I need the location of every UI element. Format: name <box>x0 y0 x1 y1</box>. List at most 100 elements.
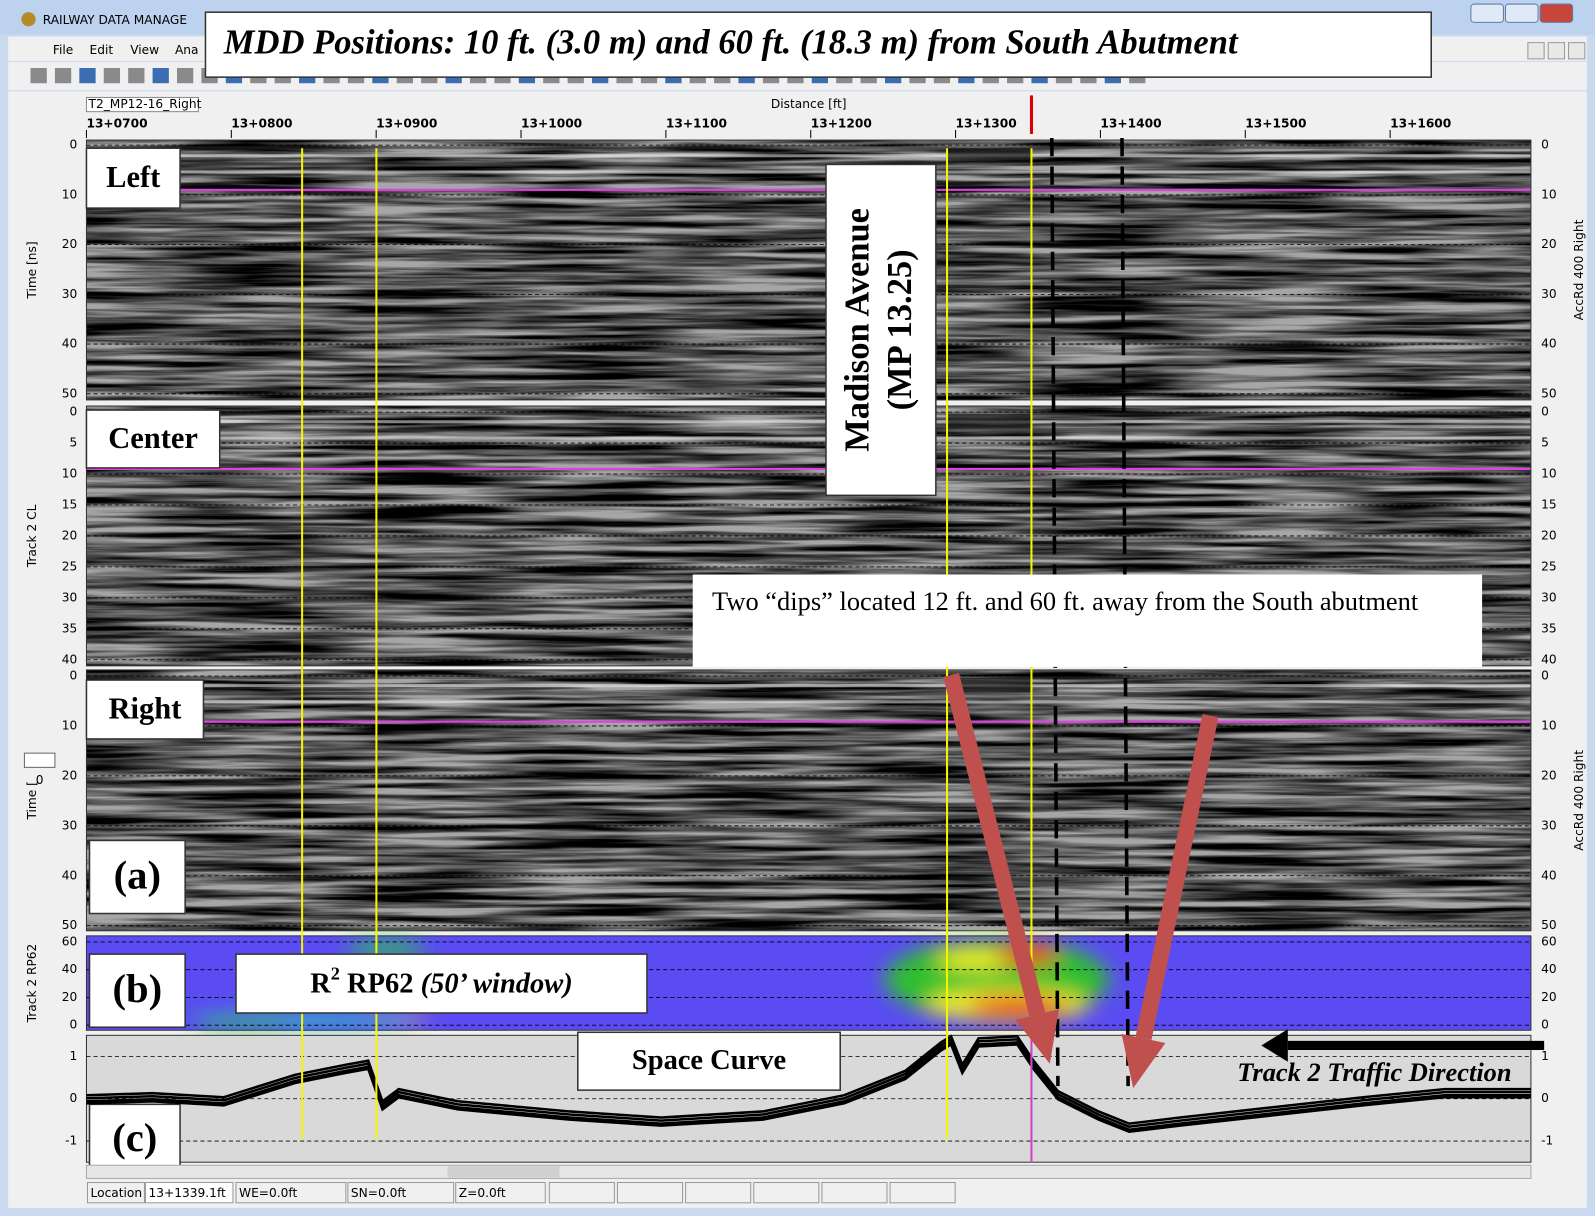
x-axis-title: Distance [ft] <box>771 97 847 111</box>
toolbar-button[interactable] <box>79 68 95 83</box>
station-label: 13+0700 <box>86 116 147 130</box>
panel-tag: Center <box>108 421 198 455</box>
scrollbar[interactable] <box>86 1165 1530 1178</box>
space-curve-label: Space Curve <box>632 1045 786 1076</box>
menu-item[interactable]: Ana <box>175 43 199 57</box>
y-tick-label: 20 <box>62 768 78 782</box>
toolbar-button[interactable] <box>153 68 169 83</box>
bridge-reflection <box>948 148 1031 162</box>
y-tick-label: 25 <box>62 559 78 573</box>
y-tick-label: 0 <box>70 405 78 419</box>
y-tick-label: 35 <box>62 621 78 635</box>
y-tick-label-right: 30 <box>1541 287 1557 301</box>
r2-part: R <box>310 968 331 999</box>
station-label: 13+0800 <box>231 116 292 130</box>
y-tick-label-right: 5 <box>1541 436 1549 450</box>
menu-item[interactable]: Edit <box>90 43 114 57</box>
r2-part: RP62 <box>340 968 421 999</box>
window-button[interactable] <box>1505 4 1538 22</box>
y-tick-label-right: 0 <box>1541 1018 1549 1032</box>
y-tick-label-right: -1 <box>1541 1134 1553 1148</box>
heatmap-blob <box>193 1018 295 1028</box>
status-field-empty <box>686 1183 751 1203</box>
y-tick-label: 50 <box>62 918 78 932</box>
y-tick-label-right: 40 <box>1541 652 1557 666</box>
mdi-button[interactable] <box>1528 43 1544 59</box>
y-tick-label-right: 25 <box>1541 559 1557 573</box>
y-tick-label: 30 <box>62 287 78 301</box>
y-tick-label: 1 <box>70 1049 78 1063</box>
status-field-empty <box>754 1183 819 1203</box>
scroll-thumb[interactable] <box>448 1166 560 1177</box>
y-tick-label: 0 <box>70 1091 78 1105</box>
station-label: 13+1100 <box>666 116 727 130</box>
panel-tag: (c) <box>112 1115 157 1160</box>
status-field-empty <box>822 1183 887 1203</box>
status-text: WE=0.0ft <box>239 1186 297 1200</box>
y-tick-label: 10 <box>62 187 78 201</box>
y-tick-label-right: 40 <box>1541 337 1557 351</box>
r2-label: R2 RP62 (50’ window) <box>310 964 572 999</box>
side-label: Track 2 CL <box>25 504 39 568</box>
y-tick-label: 40 <box>62 337 78 351</box>
toolbar-button[interactable] <box>31 68 47 83</box>
side-label: Time [ns] <box>25 241 39 299</box>
toolbar-button[interactable] <box>104 68 120 83</box>
menu-item[interactable]: View <box>130 43 159 57</box>
y-tick-label: 20 <box>62 528 78 542</box>
y-tick-label: 40 <box>62 868 78 882</box>
y-tick-label-right: 0 <box>1541 138 1549 152</box>
window-button[interactable] <box>1540 4 1573 22</box>
station-label: 13+1200 <box>811 116 872 130</box>
y-tick-label-right: 0 <box>1541 1091 1549 1105</box>
y-tick-label-right: 40 <box>1541 962 1557 976</box>
station-label: 13+1500 <box>1245 116 1306 130</box>
status-field-empty <box>549 1183 614 1203</box>
right-label: AccRd 400 Right <box>1572 750 1586 851</box>
dips-holder: Two “dips” located 12 ft. and 60 ft. awa… <box>712 585 1465 666</box>
y-tick-label-right: 50 <box>1541 918 1557 932</box>
mdi-button[interactable] <box>1548 43 1564 59</box>
y-tick-label-right: 10 <box>1541 187 1557 201</box>
y-tick-label: 40 <box>62 652 78 666</box>
menu-item[interactable]: File <box>53 43 73 57</box>
screenshot: RAILWAY DATA MANAGE File Edit View Ana T2_MP1… <box>0 0 1595 1216</box>
file-label: T2_MP12-16_Right <box>87 97 201 111</box>
y-tick-label: 10 <box>62 467 78 481</box>
status-field-empty <box>617 1183 682 1203</box>
status-text: Location <box>91 1186 143 1200</box>
bridge-reflection <box>948 414 1031 428</box>
y-tick-label-right: 10 <box>1541 718 1557 732</box>
body: { "window": {"title": "RAILWAY DATA MANA… <box>0 0 1595 1216</box>
window-button[interactable] <box>1471 4 1504 22</box>
panel-tag: Right <box>109 692 183 726</box>
y-tick-label-right: 1 <box>1541 1049 1549 1063</box>
window-title: RAILWAY DATA MANAGE <box>43 13 187 27</box>
y-tick-label: 50 <box>62 386 78 400</box>
station-label: 13+0900 <box>376 116 437 130</box>
station-label: 13+1000 <box>521 116 582 130</box>
mdi-button[interactable] <box>1569 43 1585 59</box>
y-tick-label: 10 <box>62 718 78 732</box>
y-tick-label-right: 20 <box>1541 990 1557 1004</box>
status-field-empty <box>890 1183 955 1203</box>
toolbar-button[interactable] <box>55 68 71 83</box>
right-label: AccRd 400 Right <box>1572 219 1586 320</box>
y-tick-label-right: 15 <box>1541 497 1557 511</box>
y-tick-label: 5 <box>70 436 78 450</box>
y-tick-label: 0 <box>70 1018 78 1032</box>
panel-tag: (b) <box>112 966 162 1011</box>
y-tick-label-right: 10 <box>1541 467 1557 481</box>
y-tick-label-right: 0 <box>1541 669 1549 683</box>
side-label: Track 2 RP62 <box>25 944 39 1024</box>
y-tick-label-right: 35 <box>1541 621 1557 635</box>
page: Railway data screenshot html, body { mar… <box>0 0 1595 1216</box>
r2-part: (50’ window) <box>421 968 573 999</box>
street-milepost: (MP 13.25) <box>881 249 919 410</box>
y-tick-label: 20 <box>62 237 78 251</box>
toolbar-button[interactable] <box>177 68 193 83</box>
r2-part: 2 <box>331 964 340 984</box>
toolbar-button[interactable] <box>128 68 144 83</box>
y-tick-label-right: 20 <box>1541 768 1557 782</box>
spin-box[interactable] <box>24 753 55 767</box>
